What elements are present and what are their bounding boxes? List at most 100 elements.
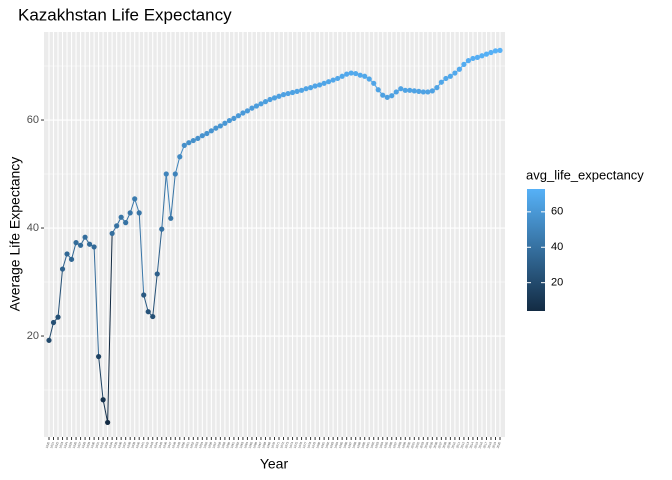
point (91, 244, 97, 250)
x-tick-label: 1997 (392, 441, 398, 449)
point (289, 89, 296, 96)
point (109, 230, 115, 237)
x-tick-label: 1958 (216, 441, 222, 449)
point (465, 58, 472, 64)
point (105, 419, 111, 426)
x-tick-label: 1985 (338, 441, 344, 449)
x-tick-label: 2003 (419, 441, 425, 449)
point (145, 309, 151, 315)
x-tick-label: 1940 (135, 441, 141, 449)
point (429, 88, 435, 94)
point (186, 140, 192, 146)
x-tick-label: 2012 (460, 441, 466, 449)
point (317, 82, 323, 88)
x-tick-label: 1989 (356, 441, 362, 449)
x-tick-label: 1946 (162, 441, 168, 449)
x-tick-label: 1933 (103, 441, 109, 449)
point (258, 101, 264, 107)
line-segment (71, 242, 77, 260)
point (217, 123, 223, 129)
line-segment (143, 294, 149, 312)
point (204, 130, 210, 137)
y-tick-label: 60 (27, 114, 39, 126)
x-tick-label: 1980 (315, 441, 321, 449)
point (136, 210, 142, 216)
point (73, 240, 79, 246)
x-tick-label: 1921 (49, 441, 55, 449)
y-tick-label: 40 (27, 222, 39, 234)
point (150, 313, 156, 320)
point (407, 87, 413, 93)
point (375, 87, 381, 93)
point (118, 214, 124, 220)
point (497, 47, 503, 53)
point (294, 88, 300, 94)
x-tick-label: 1952 (189, 441, 195, 449)
point (353, 70, 359, 77)
point (177, 154, 183, 160)
point (371, 80, 377, 86)
x-tick-label: 1979 (311, 441, 317, 449)
x-tick-label: 1964 (243, 441, 249, 449)
point (114, 223, 120, 229)
point (285, 90, 291, 97)
x-tick-label: 1961 (230, 441, 236, 449)
x-tick-label: 1926 (72, 441, 78, 449)
x-tick-label: 1968 (261, 441, 267, 449)
x-tick-label: 1978 (306, 441, 312, 449)
point (100, 397, 106, 403)
x-tick-label: 1957 (212, 441, 218, 449)
x-tick-label: 1953 (193, 441, 199, 449)
x-tick-label: 1931 (94, 441, 100, 449)
x-tick-label: 2010 (451, 441, 457, 449)
point (231, 115, 237, 121)
y-tick-label: 20 (27, 330, 39, 342)
point (50, 319, 57, 326)
point (77, 242, 84, 248)
point (384, 94, 390, 100)
line-segment (170, 173, 176, 219)
point (456, 66, 463, 72)
point (226, 117, 232, 124)
x-tick-label: 2001 (410, 441, 416, 449)
x-tick-label: 1988 (351, 441, 357, 449)
point (127, 210, 133, 216)
legend-title: avg_life_expectancy (526, 167, 644, 182)
point (470, 55, 476, 62)
point (389, 93, 395, 99)
point (492, 48, 499, 54)
x-tick-label: 1936 (117, 441, 123, 449)
x-tick-label: 1925 (67, 441, 73, 449)
point (312, 83, 318, 89)
point (262, 99, 269, 105)
x-tick-label: 2004 (423, 441, 429, 449)
x-tick-label: 1972 (279, 441, 285, 449)
chart-title: Kazakhstan Life Expectancy (18, 5, 232, 24)
x-tick-label: 2006 (433, 441, 439, 449)
point (307, 85, 314, 91)
point (86, 241, 93, 247)
x-tick-label: 2016 (478, 441, 484, 449)
x-tick-label: 1975 (293, 441, 299, 449)
line-segment (156, 229, 163, 274)
x-tick-label: 1923 (58, 441, 64, 449)
x-tick-label: 1942 (144, 441, 150, 449)
point (461, 61, 467, 67)
legend-tick-label: 40 (551, 241, 563, 253)
x-tick-label: 2018 (487, 441, 493, 449)
x-tick-label: 1981 (320, 441, 326, 449)
point (82, 234, 88, 240)
x-tick-label: 1977 (302, 441, 308, 449)
x-tick-label: 1948 (171, 441, 177, 449)
point (46, 337, 52, 343)
point (434, 85, 440, 91)
point (452, 70, 458, 76)
x-tick-label: 1950 (180, 441, 186, 449)
point (398, 86, 404, 92)
x-tick-label: 1937 (121, 441, 127, 449)
point (159, 226, 165, 232)
x-tick-label: 1928 (81, 441, 87, 449)
point (402, 87, 408, 93)
point (321, 80, 327, 86)
